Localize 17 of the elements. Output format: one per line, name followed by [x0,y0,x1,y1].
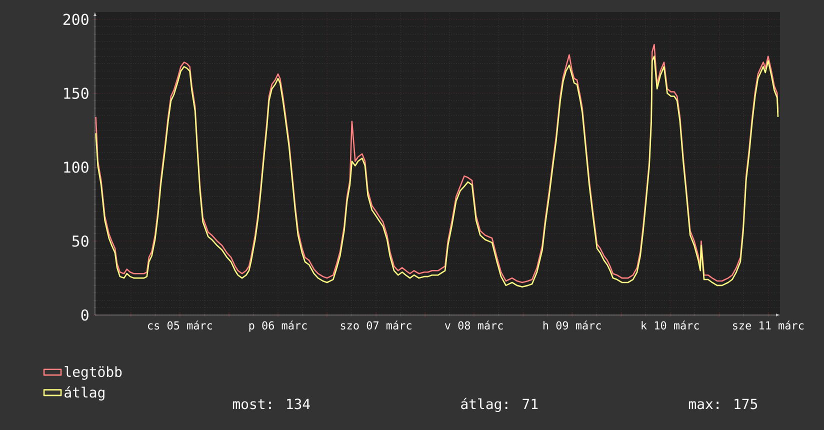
x-tick-label: h 09 márc [543,320,601,330]
x-tick-label: cs 05 márc [148,320,212,330]
y-tick-label: 100 [64,162,88,173]
y-tick-label: 50 [72,235,88,247]
legend-label: legtöbb [64,366,122,380]
text: most: 134 [232,398,310,410]
y-tick-label: 150 [64,88,88,99]
y-tick-label: 0 [81,309,88,321]
text: átlag: 71 [461,398,538,412]
legend-label: átlag [64,386,104,400]
x-tick-label: k 10 márc [642,320,699,330]
x-tick-label: szo 07 márc [340,320,412,330]
x-tick-label: v 08 márc [444,320,503,330]
x-tick-label: sze 11 márc [733,320,804,330]
x-tick-label: p 06 márc [249,320,307,332]
y-tick-label: 200 [63,14,88,26]
text: max: 175 [688,398,758,410]
